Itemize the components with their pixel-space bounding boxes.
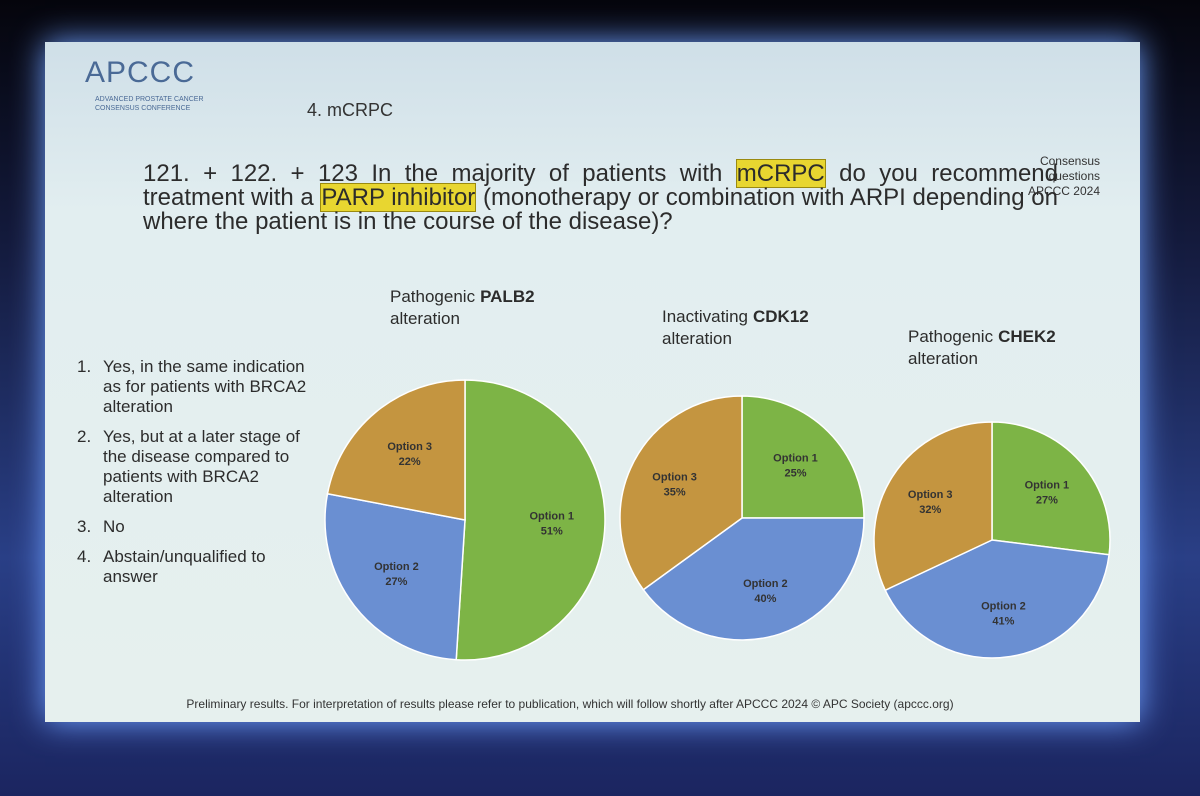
option: 2. Yes, but at a later stage of the disea…: [77, 427, 307, 507]
slice-label: Option 1: [1025, 480, 1070, 492]
question-text: (monotherapy or combination with ARPI de…: [143, 184, 1058, 235]
section-title: 4. mCRPC: [307, 100, 394, 120]
corner-line: APCCC 2024: [1027, 184, 1100, 198]
slice-label: Option 3: [908, 489, 953, 501]
corner-line: Consensus: [1039, 154, 1100, 168]
option-text: No: [103, 517, 125, 536]
pie-slice: [455, 379, 606, 661]
logo: APCCC: [85, 56, 196, 89]
highlight: PARP inhibitor: [320, 183, 477, 212]
pie-slice: [873, 421, 993, 592]
slice-value: 40%: [754, 593, 776, 605]
chart-title: Pathogenic PALB2: [390, 287, 535, 306]
option-text: Abstain/unqualified to answer: [103, 547, 266, 586]
pie-slice: [326, 379, 466, 521]
pie-slice: [884, 539, 1110, 659]
slice-value: 51%: [541, 526, 563, 538]
question-text: do you recommend treatment with a: [143, 160, 1058, 211]
slice-value: 35%: [664, 487, 686, 499]
option-number: 3.: [77, 517, 92, 536]
logo-subtitle: CONSENSUS CONFERENCE: [95, 105, 191, 112]
pie-slice: [741, 395, 865, 519]
slice-value: 27%: [385, 576, 407, 588]
option-number: 1.: [77, 357, 92, 376]
question: 121. + 122. + 123 In the majority of pat…: [143, 159, 1058, 235]
option: 1. Yes, in the same indication as for pat…: [77, 357, 307, 417]
option-number: 4.: [77, 547, 92, 566]
slice-label: Option 2: [743, 578, 788, 590]
option: 3. No: [77, 517, 307, 537]
option-text: Yes, in the same indication as for patie…: [103, 357, 307, 416]
slice-value: 27%: [1036, 495, 1058, 507]
chart-title: Pathogenic CHEK2: [908, 327, 1056, 346]
slice-value: 25%: [784, 468, 806, 480]
slice-label: Option 1: [773, 453, 818, 465]
slice-label: Option 3: [652, 472, 697, 484]
option-text: Yes, but at a later stage of the disease…: [103, 427, 300, 506]
title-gene: CDK12: [753, 307, 809, 326]
chart-title: Inactivating CDK12: [662, 307, 809, 326]
logo-subtitle: ADVANCED PROSTATE CANCER: [95, 96, 204, 103]
slice-label: Option 1: [529, 511, 574, 523]
pie-slice: [991, 421, 1111, 556]
slice-value: 32%: [919, 504, 941, 516]
title-text: Pathogenic: [390, 287, 476, 306]
option-number: 2.: [77, 427, 92, 446]
title-gene: PALB2: [480, 287, 534, 306]
chart-title: alteration: [908, 349, 978, 368]
title-text: Inactivating: [662, 307, 748, 326]
corner-note: Consensus questions APCCC 2024: [1028, 154, 1100, 199]
option: 4. Abstain/unqualified to answer: [77, 547, 307, 587]
options-list: 1. Yes, in the same indication as for pat…: [77, 357, 307, 597]
chart-title: alteration: [662, 329, 732, 348]
slice-value: 22%: [399, 456, 421, 468]
question-text: 121. + 122. + 123 In the majority of pat…: [143, 160, 736, 187]
highlight: mCRPC: [735, 159, 826, 188]
footer: Preliminary results. For interpretation …: [186, 697, 954, 711]
corner-line: questions: [1048, 169, 1100, 183]
title-text: Pathogenic: [908, 327, 994, 346]
slice-label: Option 2: [981, 600, 1026, 612]
pie-slice: [619, 395, 743, 591]
pie-slice: [642, 517, 865, 641]
slice-label: Option 3: [387, 441, 432, 453]
slice-label: Option 2: [374, 561, 419, 573]
slice-value: 41%: [992, 615, 1014, 627]
slide: APCCC ADVANCED PROSTATE CANCER CONSENSUS…: [45, 42, 1140, 722]
title-gene: CHEK2: [998, 327, 1056, 346]
chart-title: alteration: [390, 309, 460, 328]
pie-slice: [324, 492, 466, 661]
